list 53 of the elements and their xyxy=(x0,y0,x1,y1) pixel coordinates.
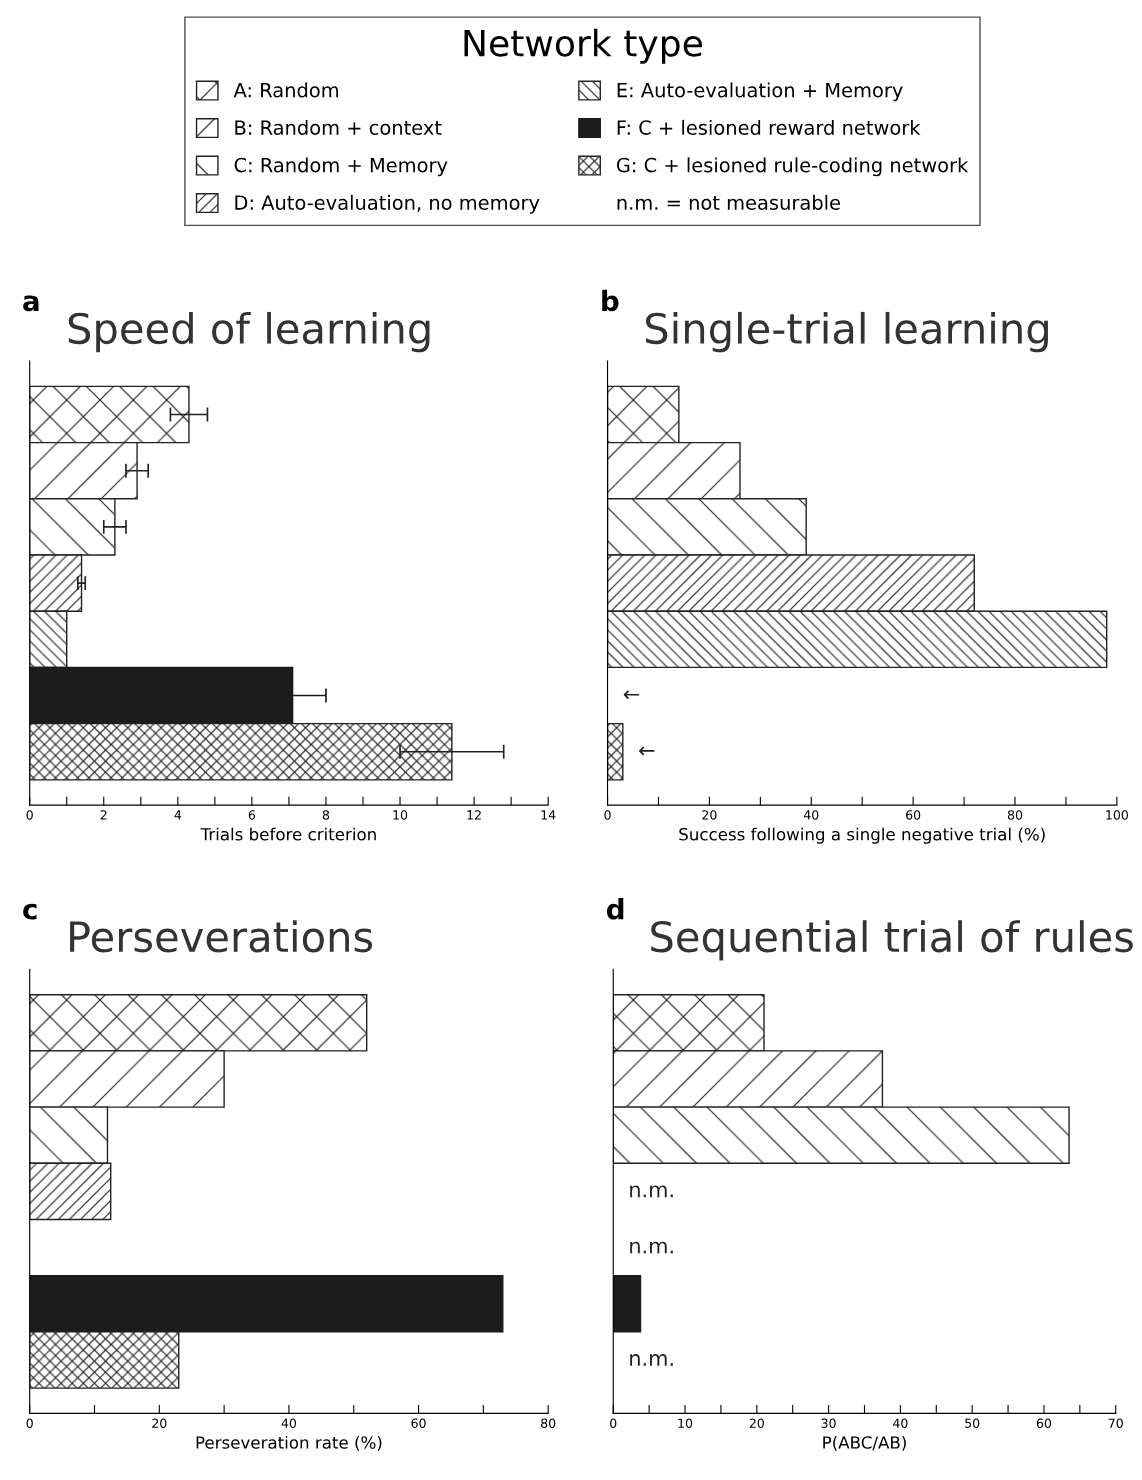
x-tick-label: 60 xyxy=(1036,1418,1052,1428)
x-tick-label: 80 xyxy=(1007,810,1023,820)
x-tick-label: 70 xyxy=(1108,1418,1123,1428)
x-axis-title: Success following a single negative trial (%) xyxy=(679,827,1045,844)
x-tick-label: 10 xyxy=(393,810,408,820)
text: a xyxy=(23,295,39,312)
text: c xyxy=(23,903,37,920)
x-tick-label: 14 xyxy=(541,810,556,820)
x-tick-label: 0 xyxy=(26,810,33,820)
x-tick-label: 60 xyxy=(411,1418,426,1428)
x-tick-label: 20 xyxy=(749,1418,764,1428)
x-tick-label: 40 xyxy=(803,810,819,820)
text: d xyxy=(606,898,624,920)
text: n.m. = not measurable xyxy=(617,194,840,210)
x-tick-label: 6 xyxy=(248,810,256,820)
legend-title: Network type xyxy=(464,28,702,64)
x-axis-title: Trials before criterion xyxy=(200,827,376,841)
x-tick-label: 0 xyxy=(610,1418,617,1428)
x-tick-label: 0 xyxy=(26,1418,33,1428)
x-tick-label: 20 xyxy=(152,1418,167,1428)
x-tick-label: 50 xyxy=(965,1418,980,1428)
text: b xyxy=(602,289,619,312)
x-tick-label: 2 xyxy=(100,810,107,820)
x-tick-label: 10 xyxy=(678,1418,693,1428)
x-tick-label: 60 xyxy=(906,810,921,820)
x-tick-label: 30 xyxy=(821,1418,836,1428)
x-tick-label: 20 xyxy=(702,810,717,820)
legend-label: F: C + lesioned reward network xyxy=(617,119,921,135)
text: n.m. xyxy=(630,1241,673,1254)
x-tick-label: 40 xyxy=(281,1418,297,1428)
text: n.m. xyxy=(630,1354,673,1366)
legend-label: D: Auto-evaluation, no memory xyxy=(235,194,540,214)
chart-title: Single-trial learning xyxy=(645,311,1048,353)
legend-label: E: Auto-evaluation + Memory xyxy=(617,82,903,102)
x-tick-label: 12 xyxy=(467,810,481,820)
data-label: ← xyxy=(639,746,655,756)
x-tick-label: 100 xyxy=(1106,810,1128,820)
text: ← xyxy=(623,690,640,700)
x-tick-label: 0 xyxy=(604,810,611,820)
x-axis-title: Perseveration rate (%) xyxy=(196,1435,382,1451)
chart-title: Sequential trial of rules xyxy=(651,920,1133,961)
x-axis-title: P(ABC/AB) xyxy=(823,1435,906,1451)
legend-label: C: Random + Memory xyxy=(234,157,448,177)
x-tick-label: 40 xyxy=(893,1418,908,1428)
text: n.m. xyxy=(630,1185,673,1198)
x-tick-label: 80 xyxy=(541,1418,556,1428)
x-tick-label: 8 xyxy=(322,810,330,820)
chart-title: Speed of learning xyxy=(68,311,430,353)
legend-label: B: Random + context xyxy=(235,119,442,135)
chart-title: Perseverations xyxy=(70,920,373,953)
x-tick-label: 4 xyxy=(174,810,182,820)
legend-label: G: C + lesioned rule-coding network xyxy=(616,157,969,177)
legend-label: A: Random xyxy=(233,82,339,98)
